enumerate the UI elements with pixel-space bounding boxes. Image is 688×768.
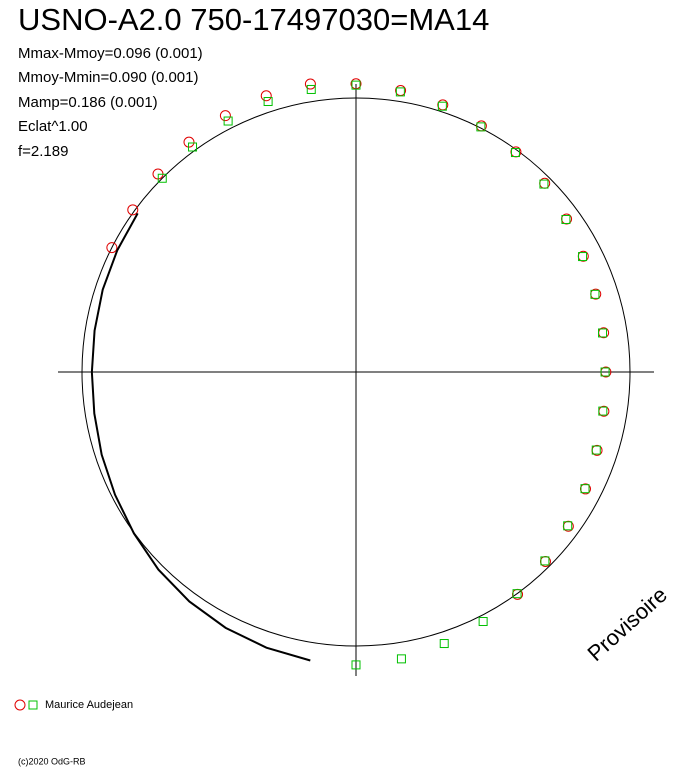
data-point bbox=[539, 179, 549, 189]
data-point bbox=[395, 87, 405, 97]
data-point bbox=[188, 142, 198, 152]
data-point bbox=[439, 639, 449, 649]
footer: (c)2020 OdG-RB bbox=[18, 756, 86, 766]
data-point bbox=[263, 97, 273, 107]
data-point bbox=[579, 483, 591, 495]
watermark: Provisoire bbox=[583, 582, 672, 666]
data-point bbox=[478, 617, 488, 627]
data-point bbox=[598, 406, 608, 416]
data-point bbox=[351, 660, 361, 670]
stat: Mmax-Mmoy=0.096 (0.001) bbox=[18, 45, 203, 62]
stat: Mamp=0.186 (0.001) bbox=[18, 94, 158, 111]
data-point bbox=[580, 484, 590, 494]
legend-circle bbox=[14, 699, 26, 711]
data-point bbox=[600, 367, 610, 377]
stat: f=2.189 bbox=[18, 143, 68, 160]
stat: Eclat^1.00 bbox=[18, 118, 88, 135]
data-point bbox=[127, 204, 139, 216]
data-point bbox=[157, 173, 167, 183]
data-point bbox=[396, 654, 406, 664]
stat: Mmoy-Mmin=0.090 (0.001) bbox=[18, 69, 198, 86]
data-point bbox=[510, 148, 520, 158]
data-point bbox=[578, 252, 588, 262]
data-point bbox=[304, 78, 316, 90]
data-point bbox=[223, 116, 233, 126]
data-point bbox=[540, 556, 550, 566]
data-point bbox=[260, 90, 272, 102]
data-point bbox=[512, 589, 522, 599]
data-point bbox=[219, 110, 231, 122]
legend-label: Maurice Audejean bbox=[45, 699, 133, 711]
legend-square bbox=[28, 700, 38, 710]
data-point bbox=[351, 80, 361, 90]
data-point bbox=[561, 214, 571, 224]
data-point bbox=[598, 328, 608, 338]
data-point bbox=[590, 289, 600, 299]
data-point bbox=[476, 122, 486, 132]
phase-curve bbox=[90, 212, 311, 662]
data-point bbox=[106, 242, 118, 254]
data-point bbox=[437, 101, 447, 111]
reference-circle bbox=[81, 97, 631, 647]
data-point bbox=[591, 445, 601, 455]
chart-title: USNO-A2.0 750-17497030=MA14 bbox=[18, 2, 489, 37]
data-point bbox=[563, 521, 573, 531]
data-point bbox=[306, 84, 316, 94]
